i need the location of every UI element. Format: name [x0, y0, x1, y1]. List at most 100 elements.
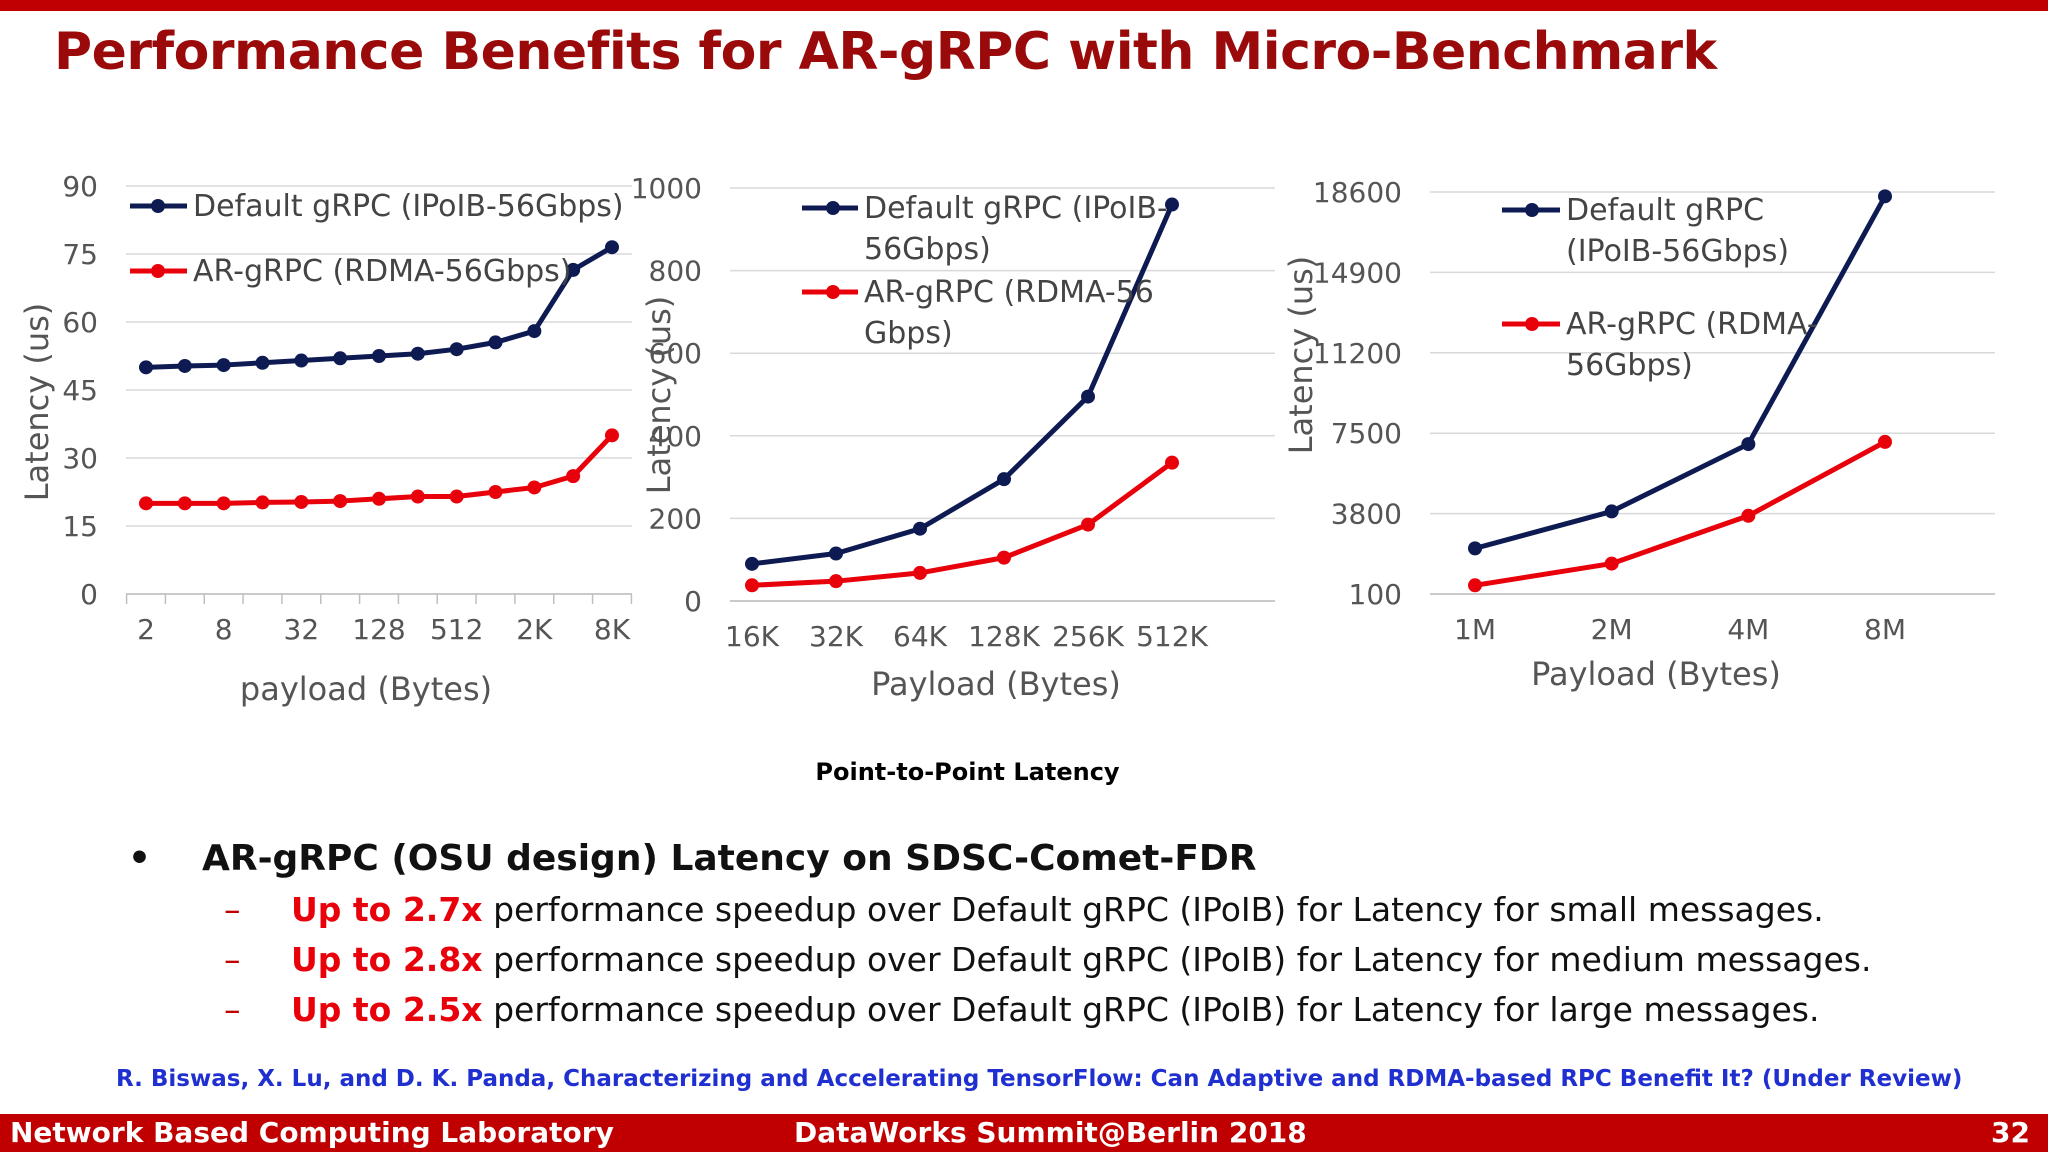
data-point — [566, 262, 581, 277]
y-tick-label: 0 — [80, 578, 98, 611]
y-ticks: 0 200 400 600 800 1000 — [631, 172, 702, 618]
data-point — [255, 495, 270, 510]
legend-label: Default gRPC (IPoIB-56Gbps) — [193, 189, 624, 224]
series-group — [745, 197, 1179, 593]
data-point — [829, 546, 843, 561]
legend-label: Default gRPC (IPoIB-56Gbps) — [864, 191, 1168, 267]
grid-lines — [1430, 191, 1995, 595]
speedup-highlight: Up to 2.5x — [291, 990, 483, 1029]
data-point — [294, 494, 309, 509]
y-tick-label: 0 — [684, 585, 702, 618]
data-point — [177, 496, 192, 511]
data-point — [488, 335, 503, 350]
y-tick-label: 800 — [649, 255, 702, 288]
dash-marker: – — [224, 990, 241, 1029]
data-point — [913, 565, 927, 580]
y-tick-label: 14900 — [1313, 256, 1402, 289]
x-tick-label: 2K — [516, 613, 553, 646]
x-ticks: 1M 2M 4M 8M — [1454, 613, 1906, 646]
y-ticks: 0 15 30 45 60 75 90 — [62, 170, 98, 611]
series-group — [139, 240, 619, 511]
y-tick-label: 400 — [649, 420, 702, 453]
sub-bullet-text: performance speedup over Default gRPC (I… — [482, 940, 1872, 979]
y-tick-label: 1000 — [631, 172, 702, 205]
legend-marker — [826, 201, 840, 215]
x-tick-label: 512 — [430, 613, 483, 646]
data-point — [1081, 389, 1095, 404]
x-axis-label: Payload (Bytes) — [871, 665, 1121, 703]
data-point — [1878, 189, 1892, 204]
data-point — [997, 550, 1011, 565]
page-number: 32 — [1991, 1116, 2030, 1149]
x-tick-label: 2M — [1591, 613, 1633, 646]
y-tick-label: 60 — [62, 306, 98, 339]
data-point — [1468, 578, 1482, 593]
footer-bar: Network Based Computing Laboratory DataW… — [0, 1114, 2048, 1152]
data-point — [1165, 197, 1179, 212]
series-line-0 — [1474, 195, 1888, 551]
data-point — [255, 355, 270, 370]
y-tick-label: 7500 — [1331, 417, 1402, 450]
data-point — [1081, 517, 1095, 532]
y-tick-label: 600 — [649, 337, 702, 370]
series-line-0 — [751, 203, 1175, 567]
sub-bullet-medium: – Up to 2.8x performance speedup over De… — [128, 940, 1871, 979]
chart-medium-payload: Latency (us) 0 200 400 600 800 1000 16K 32K 64K… — [631, 172, 1275, 703]
speedup-highlight: Up to 2.8x — [291, 940, 483, 979]
data-point — [1878, 434, 1892, 449]
y-tick-label: 15 — [62, 510, 98, 543]
legend-marker — [151, 199, 165, 213]
x-tick-label: 32K — [809, 620, 864, 653]
x-axis-label: payload (Bytes) — [240, 670, 492, 708]
footer-event: DataWorks Summit@Berlin 2018 — [794, 1116, 1307, 1149]
top-accent-bar — [0, 0, 2048, 11]
y-tick-label: 30 — [62, 442, 98, 475]
x-ticks: 16K 32K 64K 128K 256K 512K — [725, 620, 1209, 653]
y-ticks: 100 3800 7500 11200 14900 18600 — [1313, 176, 1402, 611]
data-point — [333, 351, 348, 366]
legend: Default gRPC (IPoIB-56Gbps) AR-gRPC (RDMA… — [802, 191, 1168, 351]
x-tick-label: 8 — [215, 613, 233, 646]
dash-marker: – — [224, 940, 241, 979]
legend-marker — [151, 264, 165, 278]
legend-marker — [1525, 317, 1539, 331]
chart-caption: Point-to-Point Latency — [815, 758, 1120, 786]
sub-bullet-text: performance speedup over Default gRPC (I… — [482, 890, 1824, 929]
data-point — [605, 428, 619, 443]
data-point — [449, 489, 464, 504]
data-point — [1741, 508, 1756, 523]
data-point — [1468, 541, 1482, 556]
x-tick-label: 128K — [968, 620, 1040, 653]
data-point — [372, 491, 386, 506]
data-point — [1741, 437, 1756, 452]
x-tick-label: 1M — [1454, 613, 1496, 646]
y-axis-label: Latency (us) — [640, 296, 678, 495]
y-tick-label: 100 — [1349, 578, 1402, 611]
data-point — [216, 358, 231, 373]
data-point — [216, 496, 231, 511]
y-tick-label: 90 — [62, 170, 98, 203]
data-point — [913, 521, 927, 536]
legend-marker — [1525, 203, 1539, 217]
series-line-1 — [1474, 439, 1887, 588]
x-axis-label: Payload (Bytes) — [1531, 655, 1781, 693]
data-point — [745, 578, 759, 593]
chart-large-payload: Latency (us) 10038007500112001490018600 … — [1282, 176, 1995, 693]
data-point — [449, 342, 464, 357]
x-tick-label: 64K — [893, 620, 948, 653]
legend-label: Default gRPC (IPoIB-56Gbps) — [1566, 193, 1789, 269]
sub-bullet-large: – Up to 2.5x performance speedup over De… — [128, 990, 1871, 1029]
data-point — [745, 556, 759, 571]
speedup-highlight: Up to 2.7x — [291, 890, 483, 929]
grid-lines — [730, 187, 1275, 602]
legend-label: AR-gRPC (RDMA-56Gbps) — [193, 254, 572, 289]
data-point — [488, 485, 503, 499]
data-point — [139, 496, 153, 511]
footer-lab-name: Network Based Computing Laboratory — [10, 1116, 614, 1149]
sub-bullet-text: performance speedup over Default gRPC (I… — [482, 990, 1820, 1029]
legend: Default gRPC (IPoIB-56Gbps) AR-gRPC (RDMA… — [130, 189, 624, 289]
chart-small-payload: Latency (us) 0 15 30 45 60 75 90 2 8 32 128 512 2K 8… — [18, 170, 633, 708]
x-tick-label: 32 — [284, 613, 320, 646]
y-tick-label: 200 — [649, 502, 702, 535]
